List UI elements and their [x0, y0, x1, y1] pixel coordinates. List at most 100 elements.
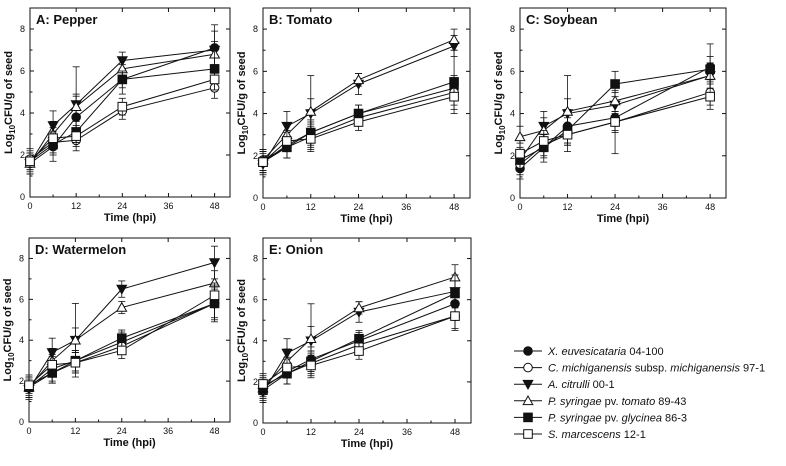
x-tick-label: 0	[517, 202, 522, 212]
x-tick-label: 24	[610, 202, 620, 212]
y-tick-label: 2	[253, 377, 258, 387]
panel-title: C: Soybean	[526, 12, 598, 27]
x-axis-label: Time (hpi)	[341, 438, 394, 450]
y-axis-label-main: Log	[493, 134, 505, 154]
y-axis-label: Log10CFU/g of seed	[493, 51, 507, 154]
y-tick-label: 8	[253, 24, 258, 34]
x-tick-label: 12	[70, 426, 80, 436]
data-point	[282, 136, 292, 146]
y-axis-label-main: Log	[236, 134, 248, 154]
legend-marker	[522, 379, 534, 391]
y-tick-label: 0	[510, 193, 515, 203]
series-6	[258, 303, 460, 395]
x-tick-label: 48	[210, 426, 220, 436]
x-tick-label: 36	[401, 202, 411, 212]
y-tick-label: 8	[20, 24, 25, 34]
x-tick-label: 0	[260, 202, 265, 212]
data-point	[562, 129, 573, 140]
data-point	[448, 33, 460, 44]
legend-item: X. euvesicataria 04-100	[514, 346, 664, 358]
legend-label-italic: S. marcescens	[548, 429, 621, 441]
legend-marker	[522, 394, 534, 406]
x-tick-label: 48	[450, 427, 460, 437]
y-axis-label-rest: CFU/g of seed	[236, 279, 248, 353]
y-tick-label: 6	[20, 66, 25, 76]
data-point	[116, 301, 128, 312]
y-tick-label: 6	[253, 295, 258, 305]
legend-label-italic: michiganensis	[670, 363, 740, 375]
y-tick-label: 6	[510, 66, 515, 76]
legend-label-italic: X. euvesicataria	[547, 346, 626, 358]
panel-title: E: Onion	[269, 242, 323, 257]
x-tick-label: 12	[71, 201, 81, 211]
legend-item: P. syringae pv. glycinea 86-3	[514, 412, 687, 424]
data-point	[116, 284, 128, 295]
legend-marker	[523, 429, 533, 439]
data-point	[610, 117, 620, 127]
legend-marker	[523, 362, 533, 373]
x-tick-label: 24	[117, 201, 127, 211]
data-point	[47, 359, 57, 370]
legend-item: C. michiganensis subsp. michiganensis 97…	[514, 363, 765, 375]
data-point	[705, 91, 715, 102]
y-tick-label: 0	[253, 193, 258, 203]
series-5	[258, 274, 460, 401]
y-tick-label: 8	[253, 254, 258, 264]
x-tick-label: 36	[163, 201, 173, 211]
y-tick-label: 2	[19, 376, 24, 386]
series-6	[515, 83, 715, 165]
data-point	[208, 258, 221, 269]
plot-frame	[262, 237, 472, 424]
x-tick-label: 24	[354, 202, 364, 212]
y-tick-label: 8	[19, 253, 24, 263]
legend-label-text: 04-100	[626, 346, 663, 358]
legend-label: S. marcescens 12-1	[548, 429, 646, 441]
y-axis-label-rest: CFU/g of seed	[2, 278, 14, 352]
legend-label: A. citrulli 00-1	[547, 379, 615, 391]
x-tick-label: 0	[27, 201, 32, 211]
data-point	[70, 100, 82, 111]
panel-title: B: Tomato	[269, 12, 332, 27]
data-point	[353, 117, 364, 127]
data-point	[514, 130, 526, 142]
panel-title: A: Pepper	[36, 12, 97, 27]
x-tick-label: 12	[306, 427, 316, 437]
y-axis-label: Log10CFU/g of seed	[2, 278, 16, 381]
x-tick-label: 0	[26, 426, 31, 436]
data-point	[25, 156, 35, 167]
x-tick-label: 48	[210, 201, 220, 211]
x-tick-label: 36	[163, 426, 173, 436]
y-axis-label-rest: CFU/g of seed	[493, 51, 505, 125]
series-6	[24, 282, 220, 394]
data-point	[352, 73, 365, 85]
plot-frame	[28, 237, 231, 423]
series-6	[25, 68, 220, 171]
data-point	[71, 131, 81, 141]
x-tick-label: 24	[117, 426, 127, 436]
legend: X. euvesicataria 04-100 C. michiganensis …	[514, 346, 765, 441]
y-axis-label: Log10CFU/g of seed	[3, 51, 17, 154]
data-point	[209, 290, 220, 301]
plot-frame	[519, 7, 727, 199]
y-tick-label: 0	[20, 192, 25, 202]
legend-label-italic: glycinea	[622, 412, 662, 424]
panel-title: D: Watermelon	[35, 242, 126, 257]
data-point	[282, 362, 292, 373]
data-point	[69, 334, 82, 345]
legend-label-text: pv.	[602, 396, 622, 408]
x-axis-label: Time (hpi)	[597, 213, 650, 225]
data-point	[354, 333, 364, 344]
y-axis-label-main: Log	[3, 134, 15, 154]
legend-label: X. euvesicataria 04-100	[547, 346, 664, 358]
legend-label-text: 12-1	[621, 429, 646, 441]
x-tick-label: 48	[705, 202, 715, 212]
data-point	[561, 105, 574, 116]
legend-label-text: 89-43	[655, 396, 686, 408]
legend-label-italic: A. citrulli	[547, 379, 590, 391]
legend-marker	[523, 346, 533, 356]
y-axis-label-subscript: 10	[241, 352, 250, 361]
legend-item: P. syringae pv. tomato 89-43	[514, 394, 686, 408]
data-point	[116, 345, 127, 356]
